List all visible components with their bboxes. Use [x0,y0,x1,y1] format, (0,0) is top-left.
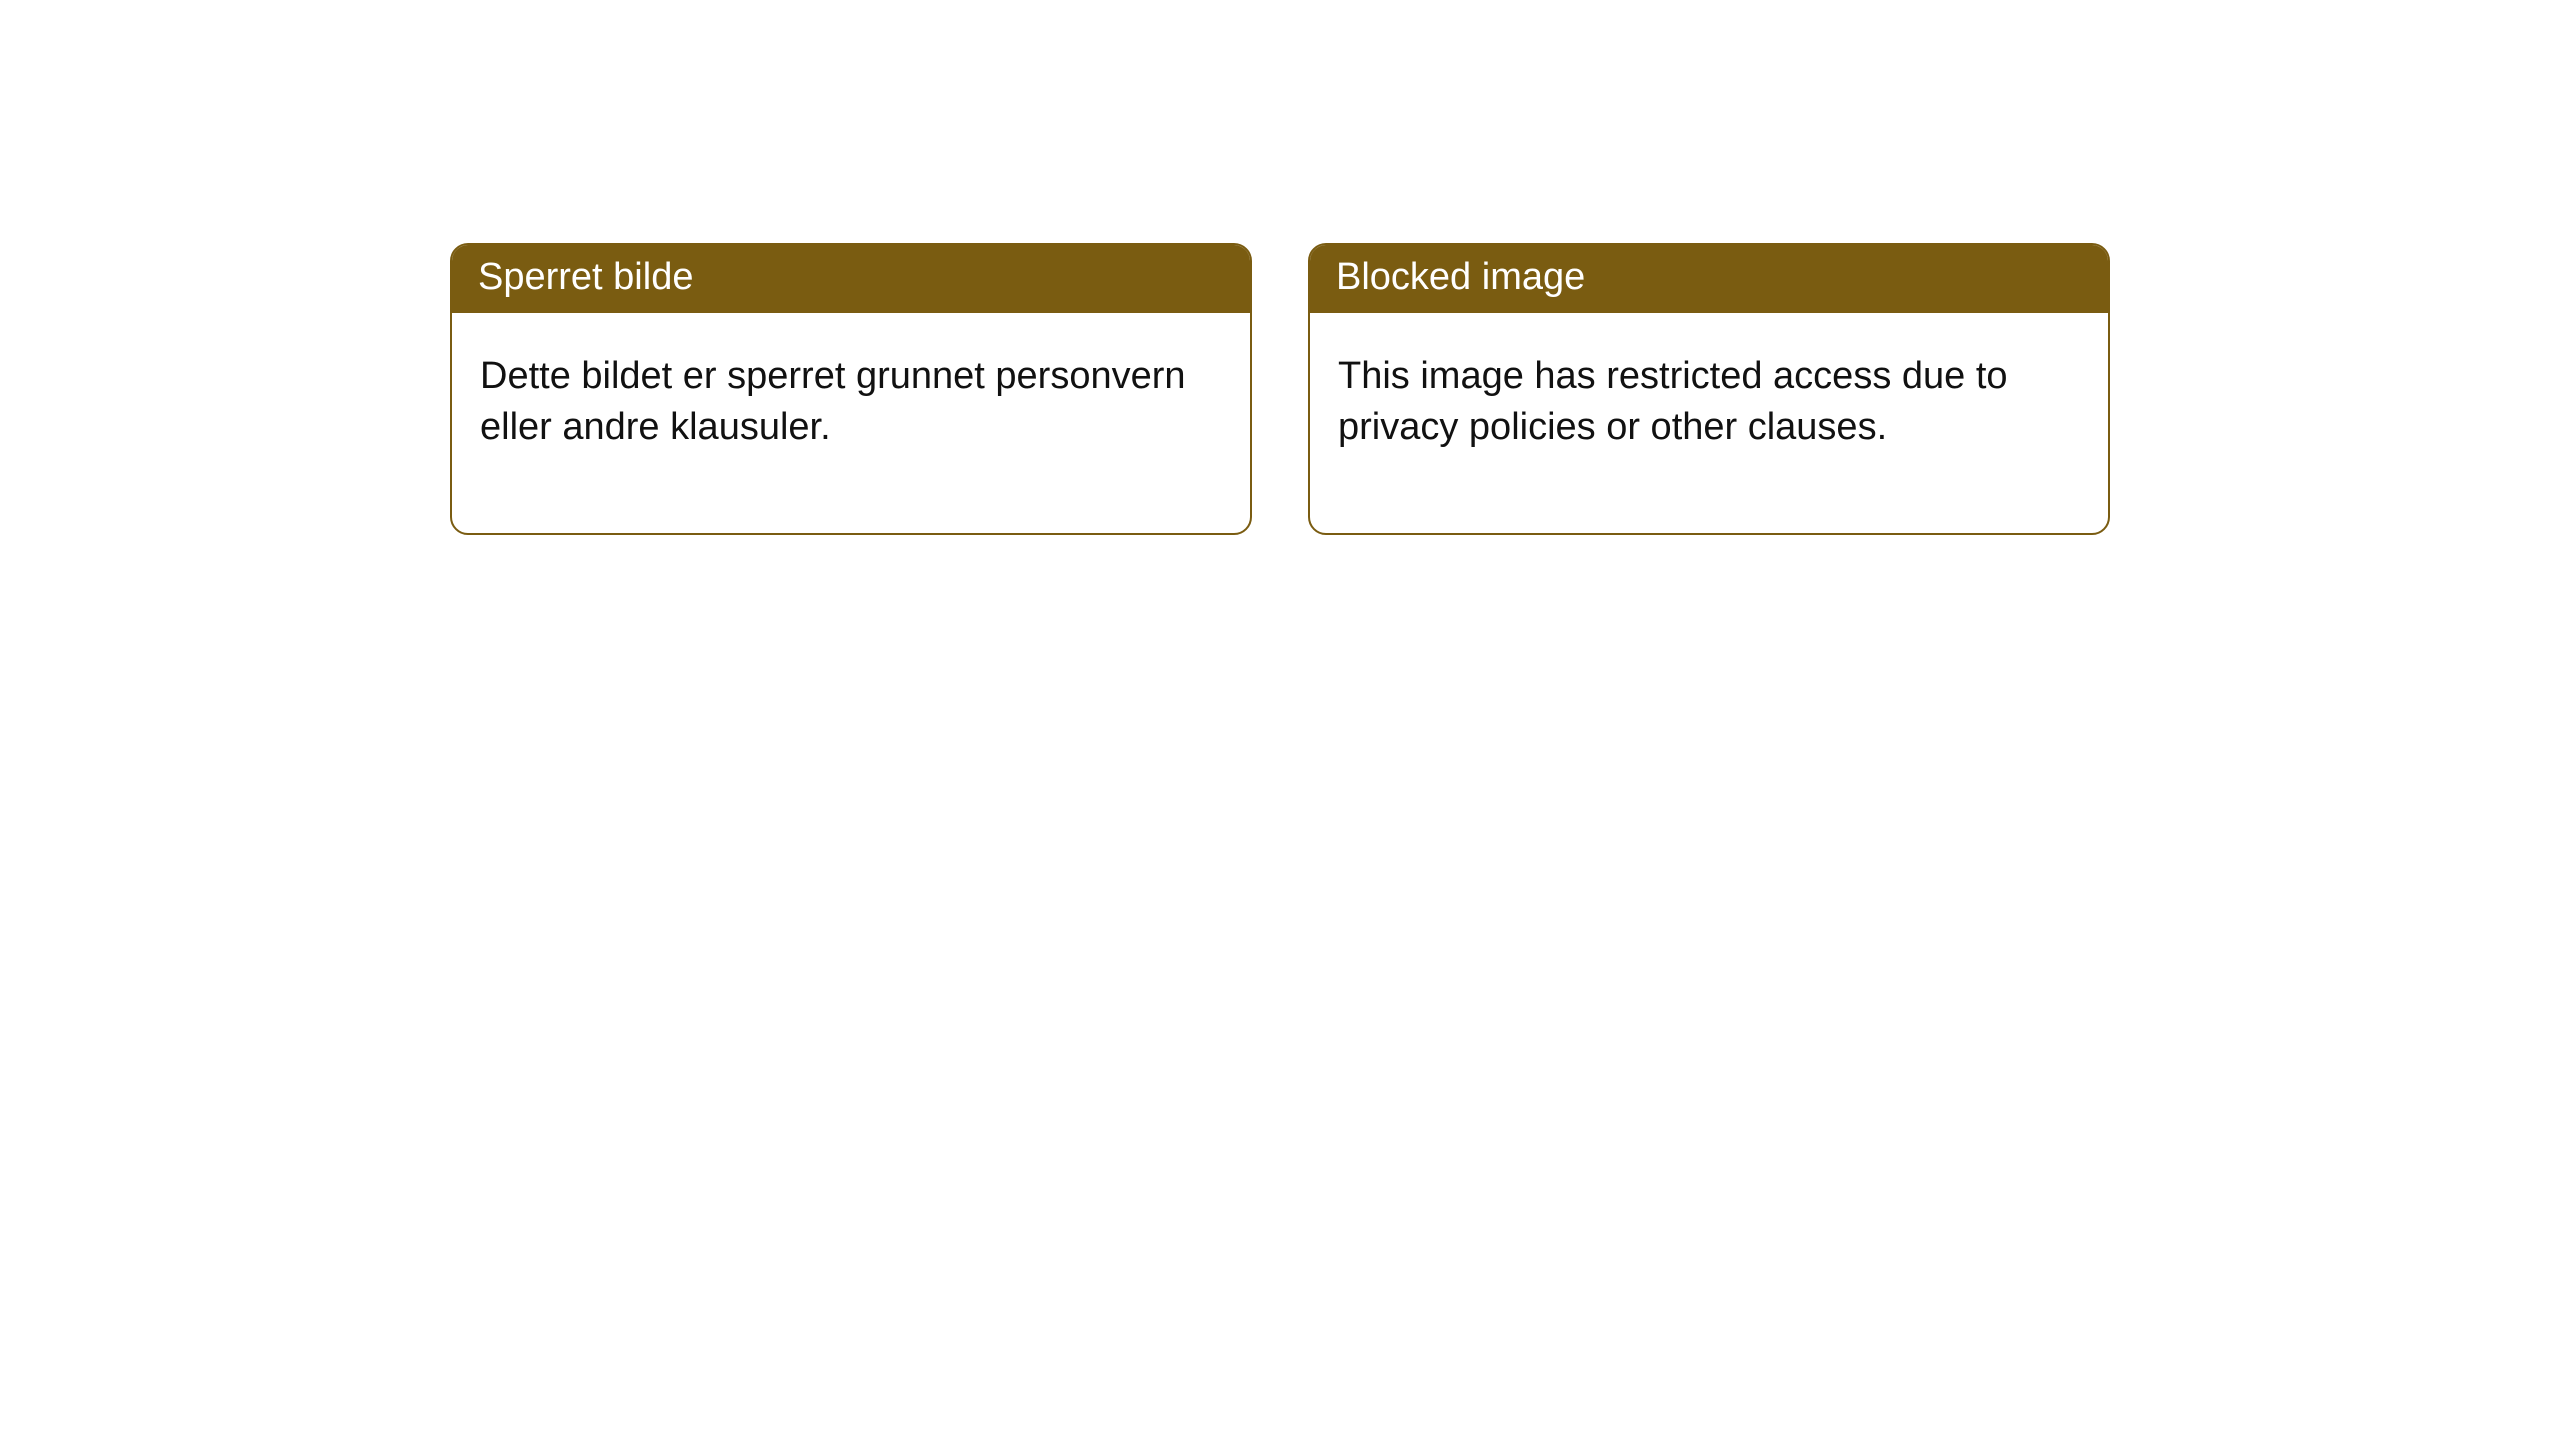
card-body-english: This image has restricted access due to … [1310,313,2108,534]
card-body-norwegian: Dette bildet er sperret grunnet personve… [452,313,1250,534]
blocked-image-card-english: Blocked image This image has restricted … [1308,243,2110,535]
card-title-norwegian: Sperret bilde [452,245,1250,313]
notice-container: Sperret bilde Dette bildet er sperret gr… [0,0,2560,535]
card-title-english: Blocked image [1310,245,2108,313]
blocked-image-card-norwegian: Sperret bilde Dette bildet er sperret gr… [450,243,1252,535]
